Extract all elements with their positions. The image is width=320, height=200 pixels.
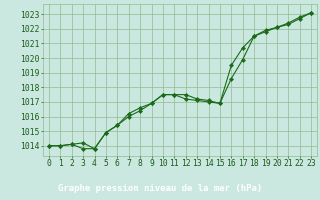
Text: Graphe pression niveau de la mer (hPa): Graphe pression niveau de la mer (hPa) bbox=[58, 184, 262, 193]
